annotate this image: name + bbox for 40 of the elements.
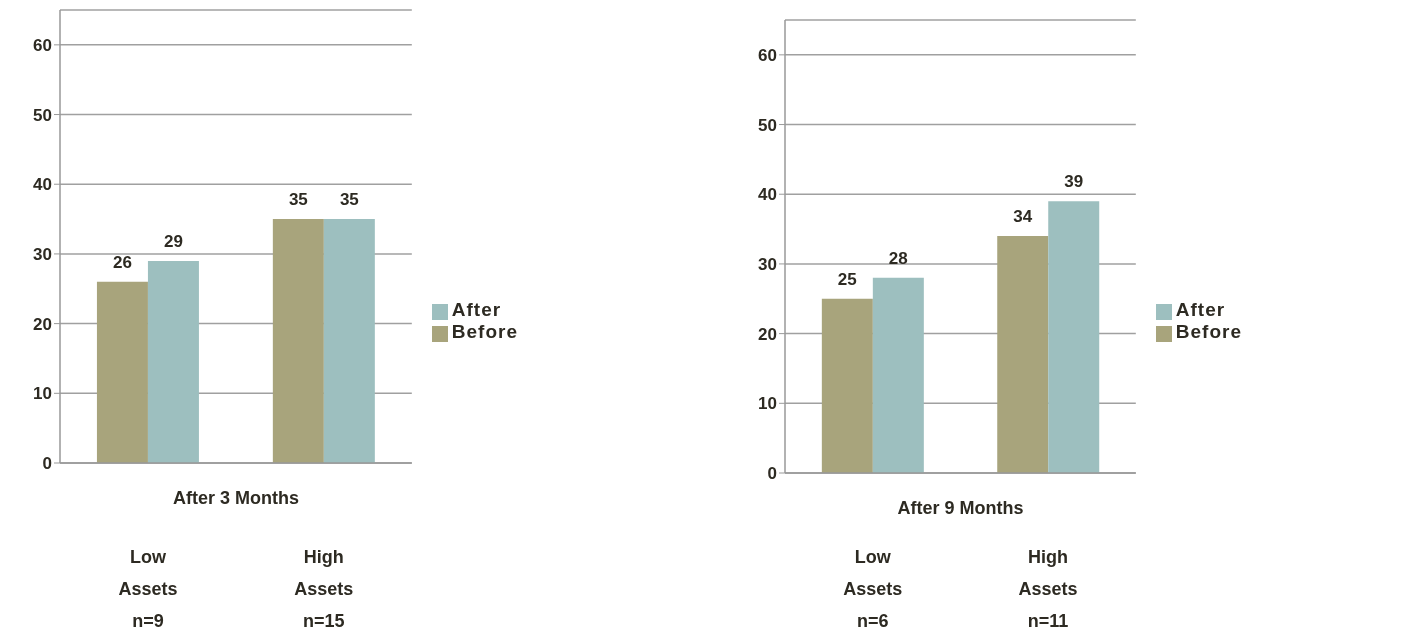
bar	[821, 298, 873, 473]
data-label: 29	[163, 231, 183, 251]
y-tick-label: 10	[758, 394, 777, 414]
legend-label: Before	[1175, 320, 1242, 342]
x-axis-title: After 3 Months	[172, 487, 299, 508]
x-tick-label: High Assets n=11	[1018, 547, 1078, 631]
data-label: 25	[837, 269, 857, 289]
y-tick-label: 20	[758, 324, 777, 344]
data-label: 35	[288, 190, 308, 210]
bar	[272, 219, 324, 463]
bar	[997, 236, 1049, 473]
y-tick-label: 50	[33, 105, 52, 125]
data-label: 34	[1013, 207, 1033, 227]
bar	[872, 277, 924, 473]
legend-label: Before	[451, 320, 518, 342]
data-label: 28	[888, 248, 908, 268]
data-label: 35	[339, 190, 359, 210]
y-tick-label: 40	[758, 185, 777, 205]
data-label: 26	[112, 252, 132, 272]
y-tick-label: 60	[758, 45, 777, 65]
y-tick-label: 10	[33, 384, 52, 404]
y-tick-label: 30	[758, 254, 777, 274]
legend-label: After	[451, 298, 502, 320]
data-label: 39	[1064, 172, 1084, 192]
bar	[323, 219, 375, 463]
bar	[96, 281, 148, 463]
x-tick-label: Low Assets n=6	[843, 547, 903, 631]
y-tick-label: 20	[33, 314, 52, 334]
x-tick-label: Low Assets n=9	[118, 547, 178, 631]
x-tick-label: High Assets n=15	[294, 547, 354, 631]
y-tick-label: 0	[767, 464, 777, 484]
y-tick-label: 60	[33, 35, 52, 55]
bar	[1048, 201, 1100, 473]
y-tick-label: 0	[42, 454, 52, 474]
y-tick-label: 50	[758, 115, 777, 135]
y-tick-label: 40	[33, 175, 52, 195]
y-tick-label: 30	[33, 244, 52, 264]
bar	[147, 260, 199, 463]
x-axis-title: After 9 Months	[897, 497, 1024, 518]
legend-label: After	[1175, 298, 1226, 320]
